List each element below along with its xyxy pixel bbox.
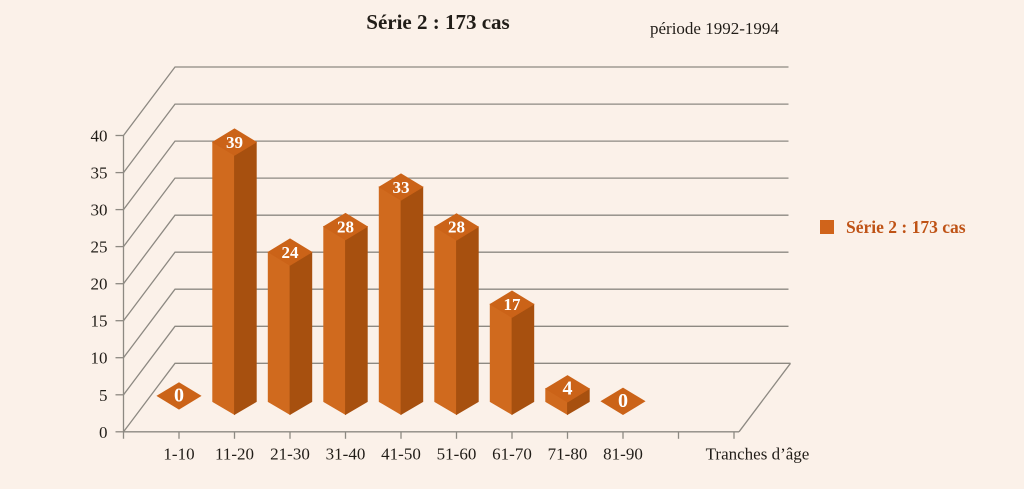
svg-text:81-90: 81-90 [603,445,643,464]
svg-text:39: 39 [226,133,243,152]
svg-text:33: 33 [393,178,410,197]
svg-text:4: 4 [563,377,573,399]
svg-text:11-20: 11-20 [215,445,254,464]
svg-text:5: 5 [99,386,108,405]
svg-text:25: 25 [91,238,108,257]
svg-text:20: 20 [91,275,108,294]
svg-text:15: 15 [91,312,108,331]
svg-text:17: 17 [504,295,522,314]
svg-text:période 1992-1994: période 1992-1994 [650,19,779,38]
svg-text:31-40: 31-40 [326,445,366,464]
svg-text:24: 24 [282,243,300,262]
svg-text:Tranches d’âge: Tranches d’âge [706,445,810,464]
svg-text:0: 0 [618,390,628,412]
svg-text:40: 40 [91,127,108,146]
svg-text:41-50: 41-50 [381,445,421,464]
svg-text:Série 2 : 173 cas: Série 2 : 173 cas [846,217,966,237]
svg-text:71-80: 71-80 [548,445,588,464]
svg-text:1-10: 1-10 [163,445,194,464]
svg-text:61-70: 61-70 [492,445,532,464]
svg-text:30: 30 [91,201,108,220]
svg-text:Série 2 : 173 cas: Série 2 : 173 cas [366,10,509,34]
svg-text:21-30: 21-30 [270,445,310,464]
svg-text:51-60: 51-60 [437,445,477,464]
svg-text:0: 0 [99,423,108,442]
svg-text:0: 0 [174,385,184,407]
svg-text:28: 28 [448,218,465,237]
svg-text:28: 28 [337,217,354,236]
svg-text:10: 10 [91,349,108,368]
svg-text:35: 35 [91,164,108,183]
